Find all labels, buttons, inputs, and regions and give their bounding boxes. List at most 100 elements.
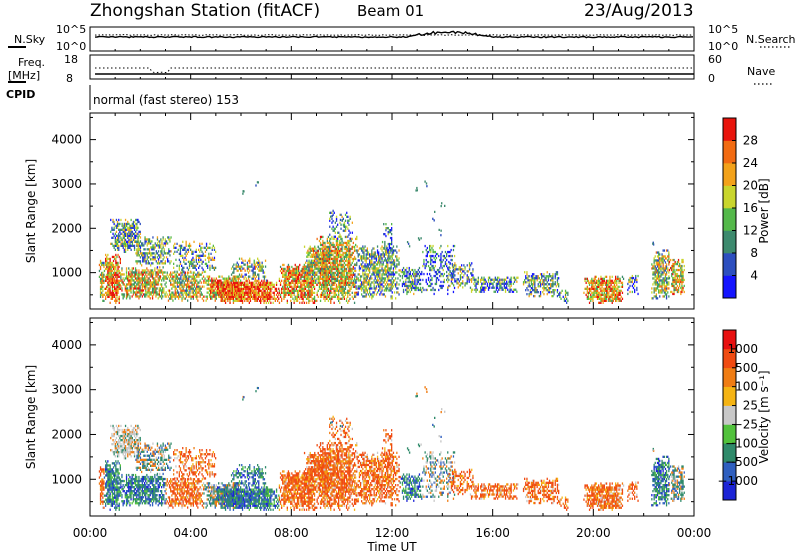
- power-cell: [183, 297, 185, 300]
- power-cell: [241, 301, 244, 304]
- power-cell: [106, 277, 108, 280]
- power-cell: [317, 277, 319, 280]
- power-cell: [379, 289, 381, 292]
- power-cell: [391, 240, 393, 244]
- power-cell: [389, 251, 391, 254]
- power-cell: [449, 250, 451, 254]
- power-cell: [194, 281, 197, 284]
- power-cell: [129, 283, 131, 286]
- power-cell: [174, 289, 176, 292]
- power-cell: [132, 224, 135, 227]
- power-cell: [209, 242, 211, 245]
- power-cell: [134, 275, 137, 278]
- power-cell: [254, 289, 256, 292]
- power-cell: [192, 250, 194, 253]
- power-cell: [205, 244, 208, 247]
- power-cell: [341, 249, 343, 253]
- power-cell: [336, 269, 339, 273]
- power-cell: [124, 238, 127, 241]
- power-cell: [204, 258, 207, 261]
- power-cell: [363, 247, 365, 250]
- power-cell: [115, 271, 117, 275]
- power-cell: [112, 289, 115, 292]
- power-cell: [359, 285, 362, 288]
- power-cell: [196, 293, 198, 296]
- power-cell: [252, 271, 254, 274]
- power-cell: [250, 265, 252, 268]
- power-cell: [148, 281, 150, 284]
- power-cell: [322, 259, 324, 263]
- power-cell: [323, 287, 325, 290]
- power-cell: [388, 231, 390, 234]
- power-cell: [317, 259, 319, 262]
- power-cell: [313, 301, 316, 304]
- power-cell: [414, 276, 416, 280]
- power-cell: [101, 285, 103, 288]
- power-cell: [278, 291, 281, 294]
- power-cell: [313, 269, 315, 272]
- power-cell: [240, 295, 242, 298]
- power-cell: [238, 257, 241, 260]
- power-cell: [103, 275, 105, 278]
- power-cell: [295, 273, 297, 276]
- power-cell: [408, 278, 410, 282]
- power-cell: [99, 291, 102, 294]
- power-cell: [425, 288, 427, 292]
- power-cell: [406, 290, 408, 294]
- power-cell: [235, 293, 237, 296]
- power-cell: [119, 222, 121, 226]
- power-cell: [225, 287, 228, 290]
- power-cell: [305, 293, 308, 296]
- power-cell: [243, 281, 245, 284]
- power-cell: [402, 270, 405, 274]
- power-cell: [118, 248, 120, 251]
- power-cell: [319, 273, 322, 276]
- power-cell: [201, 271, 203, 274]
- power-cell: [384, 283, 387, 286]
- power-cell: [292, 297, 294, 300]
- power-cell: [150, 269, 153, 272]
- nsky-label: N.Sky: [14, 33, 46, 46]
- power-cell: [146, 271, 148, 274]
- date-label: 23/Aug/2013: [584, 1, 694, 21]
- power-cell: [116, 236, 119, 239]
- power-cell: [387, 265, 389, 268]
- power-cell: [293, 269, 295, 273]
- power-cell: [185, 258, 187, 261]
- power-cell: [252, 291, 254, 294]
- power-cell: [172, 299, 174, 302]
- power-cell: [331, 243, 333, 247]
- power-cell: [309, 269, 311, 273]
- power-cell: [459, 276, 462, 279]
- power-cell: [349, 273, 351, 276]
- power-cell: [315, 267, 317, 270]
- power-cell: [396, 281, 398, 284]
- power-cell: [157, 244, 160, 247]
- power-cell: [178, 244, 180, 247]
- power-cell: [139, 279, 141, 282]
- power-cell: [352, 297, 354, 300]
- power-cell: [330, 263, 332, 267]
- power-cell: [347, 277, 349, 280]
- power-cell: [102, 261, 104, 265]
- power-cell: [157, 283, 159, 286]
- power-cell: [181, 244, 183, 247]
- power-cell: [318, 257, 321, 261]
- power-cell: [331, 253, 333, 257]
- power-cell: [311, 269, 313, 273]
- power-cell: [387, 267, 389, 270]
- power-cell: [338, 267, 340, 271]
- power-cell: [234, 281, 236, 284]
- power-cell: [184, 283, 187, 286]
- power-cell: [353, 291, 356, 294]
- power-cell: [369, 287, 371, 290]
- power-cell: [392, 253, 395, 256]
- power-cell: [352, 257, 354, 261]
- power-cell: [103, 261, 105, 265]
- power-cell: [330, 265, 332, 269]
- power-cell: [259, 265, 261, 268]
- power-cell: [442, 268, 444, 272]
- power-cell: [306, 255, 308, 258]
- power-cell: [287, 275, 290, 278]
- power-cell: [240, 291, 242, 294]
